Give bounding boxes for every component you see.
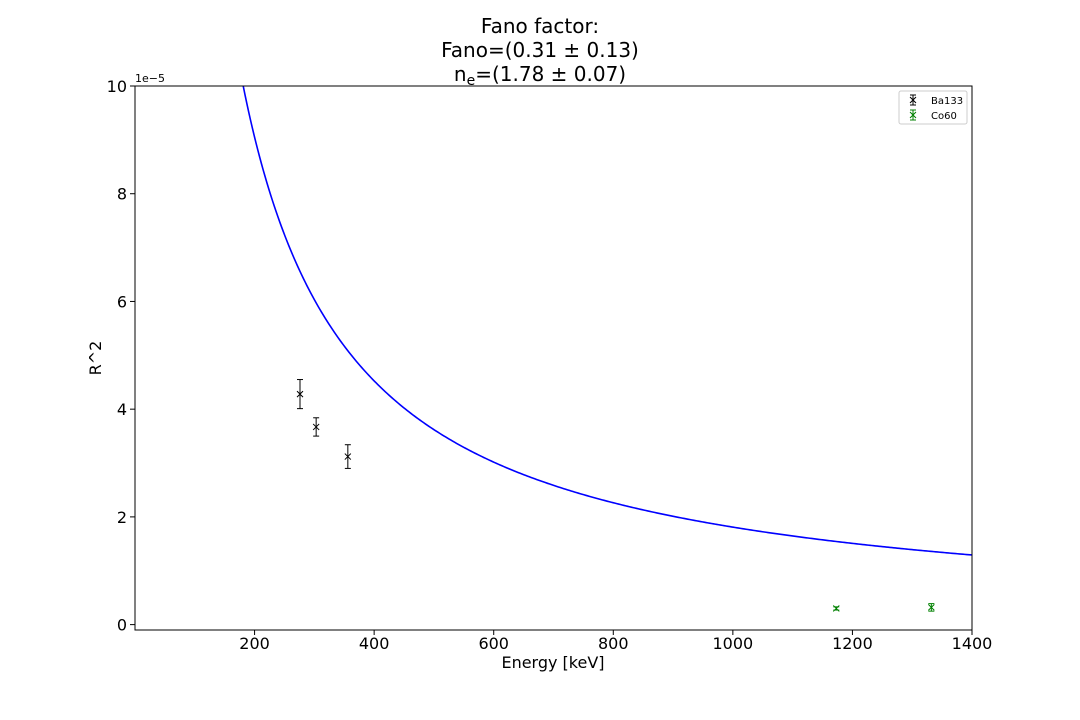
x-marker [344, 453, 352, 460]
x-marker [312, 423, 320, 431]
y-tick-label: 0 [117, 616, 127, 635]
x-tick-label: 800 [598, 634, 629, 653]
legend-x-marker [909, 111, 917, 119]
x-marker [296, 390, 304, 398]
x-marker [832, 605, 840, 612]
legend-item-co60: Co60 [909, 109, 957, 122]
title-ne-symbol: n [453, 62, 467, 86]
data-point-ba133 [312, 417, 320, 437]
legend: Ba133 Co60 [898, 90, 968, 125]
x-tick-label: 1400 [952, 634, 993, 653]
y-tick-label: 8 [117, 185, 127, 204]
legend-box [898, 90, 968, 125]
fit-curve-layer [242, 86, 972, 556]
x-marker [927, 604, 935, 611]
data-point-co60 [927, 603, 935, 612]
legend-x-marker [909, 96, 917, 104]
data-point-ba133 [296, 379, 304, 410]
x-axis-label: Energy [keV] [501, 653, 604, 672]
x-axis-ticks: 200 400 600 800 1000 1200 1400 [239, 630, 992, 653]
y-tick-label: 2 [117, 508, 127, 527]
y-axis-offset-label: 1e−5 [135, 72, 165, 85]
legend-label: Co60 [931, 111, 957, 122]
fit-curve [242, 86, 972, 556]
x-tick-label: 400 [359, 634, 390, 653]
x-tick-label: 1000 [712, 634, 753, 653]
legend-item-ba133: Ba133 [909, 94, 963, 107]
title-ne-subscript: e [466, 73, 476, 89]
y-tick-label: 4 [117, 400, 127, 419]
y-tick-label: 10 [107, 77, 127, 96]
legend-label: Ba133 [931, 96, 963, 107]
chart-title-line-1: Fano factor: [480, 14, 600, 38]
x-tick-label: 1200 [832, 634, 873, 653]
y-tick-label: 6 [117, 292, 127, 311]
data-point-ba133 [344, 444, 352, 469]
data-point-co60 [832, 605, 840, 612]
chart-title-line-3: ne=(1.78 ± 0.07) [0, 62, 1080, 93]
y-axis-ticks: 0 2 4 6 8 10 [107, 77, 135, 635]
data-points-layer [296, 379, 935, 612]
plot-area-frame [134, 85, 973, 631]
chart-title-line-2: Fano=(0.31 ± 0.13) [441, 38, 639, 62]
y-axis-label: R^2 [86, 341, 105, 376]
title-ne-value: =(1.78 ± 0.07) [475, 62, 627, 86]
x-tick-label: 600 [478, 634, 509, 653]
x-tick-label: 200 [239, 634, 270, 653]
